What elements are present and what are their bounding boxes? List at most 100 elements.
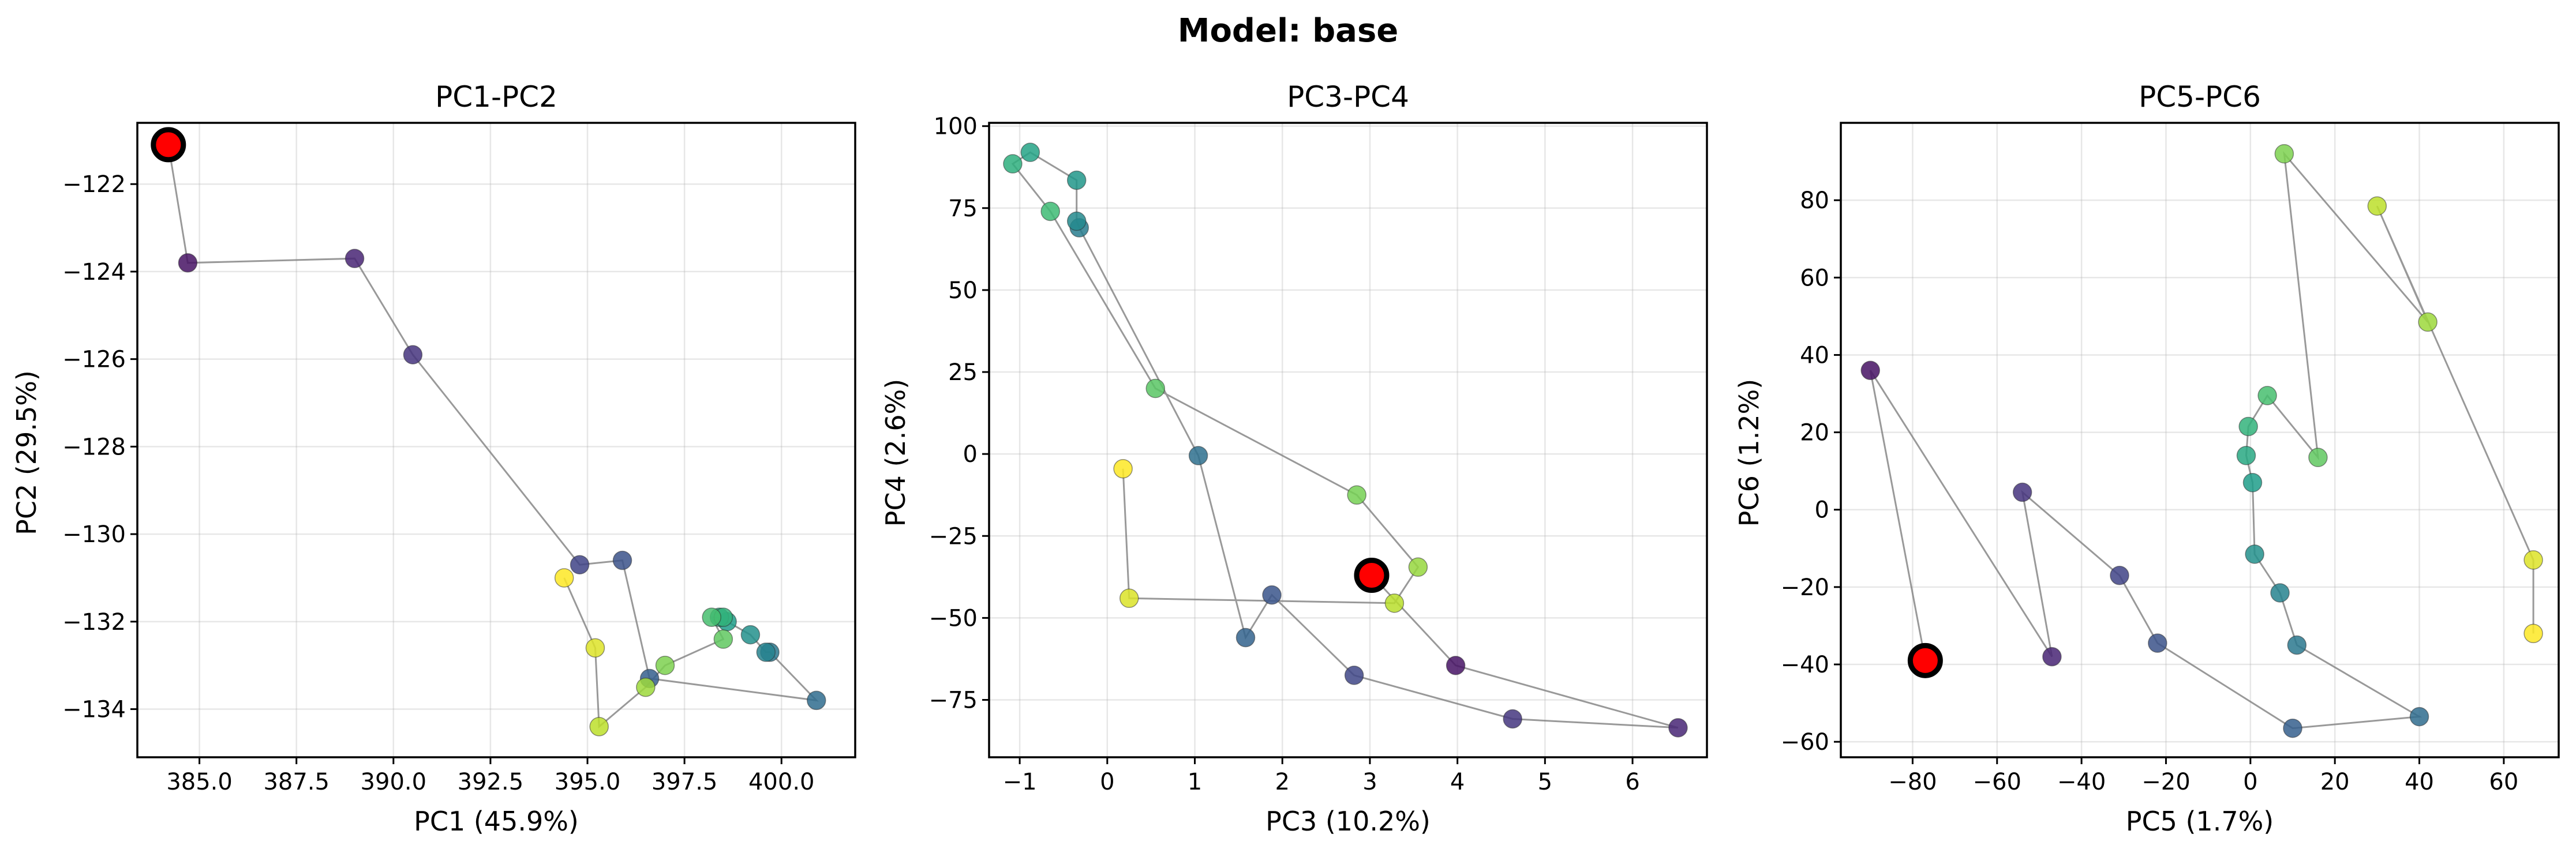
- data-point: [1119, 588, 1139, 608]
- x-tick-label: 3: [1362, 769, 1377, 795]
- y-tick-label: −40: [1781, 652, 1829, 678]
- y-tick-label: 80: [1800, 187, 1829, 214]
- y-tick-label: −134: [62, 697, 126, 723]
- data-point: [1503, 709, 1522, 729]
- start-marker: [1907, 642, 1943, 678]
- x-tick-label: 392.5: [458, 769, 524, 795]
- plot-area: [989, 123, 1707, 757]
- x-axis-label: PC5 (1.7%): [2126, 806, 2274, 837]
- x-tick-label: 6: [1625, 769, 1639, 795]
- data-point: [2148, 633, 2167, 653]
- data-point: [1384, 593, 1405, 613]
- data-point: [1344, 666, 1364, 685]
- data-point: [2523, 550, 2543, 570]
- data-point: [2042, 647, 2062, 667]
- data-point: [2270, 583, 2290, 603]
- data-point: [178, 253, 198, 273]
- panel-title: PC3-PC4: [1287, 80, 1409, 114]
- data-point: [2236, 446, 2256, 465]
- y-axis-label: PC4 (2.6%): [880, 379, 911, 527]
- x-tick-label: 387.5: [263, 769, 330, 795]
- y-tick-label: −132: [62, 609, 126, 636]
- data-point: [1668, 718, 1688, 738]
- x-axis-label: PC1 (45.9%): [414, 806, 579, 837]
- panel-pc3-pc4: PC3-PC4 PC3 (10.2%) PC4 (2.6%) −1 0 1 2 3 4 5 6…: [880, 80, 1708, 837]
- x-tick-label: 5: [1538, 769, 1552, 795]
- x-tick-label: −1: [1003, 769, 1037, 795]
- data-point: [2274, 144, 2294, 164]
- x-tick-label: 0: [2243, 769, 2257, 795]
- data-point: [2257, 386, 2277, 405]
- data-point: [2418, 312, 2438, 332]
- data-point: [1860, 360, 1880, 381]
- data-point: [1145, 378, 1165, 399]
- x-tick-label: 385.0: [166, 769, 233, 795]
- data-point: [2367, 196, 2387, 216]
- y-tick-label: −20: [1781, 574, 1829, 601]
- data-point: [1235, 627, 1256, 648]
- panel-pc5-pc6: PC5-PC6 PC5 (1.7%) PC6 (1.2%) −80 −60 −40 −…: [1733, 80, 2560, 837]
- axes-frame: [1840, 122, 2560, 758]
- data-point: [2238, 416, 2258, 437]
- data-point: [589, 717, 609, 736]
- data-point: [2287, 635, 2307, 655]
- data-point: [2245, 544, 2264, 564]
- y-tick-label: 0: [1815, 497, 1829, 524]
- y-tick-label: −25: [929, 523, 978, 550]
- data-point: [2523, 623, 2543, 644]
- data-point: [1446, 656, 1466, 675]
- data-point: [2110, 566, 2129, 585]
- x-tick-label: 390.0: [361, 769, 427, 795]
- data-point: [345, 249, 365, 268]
- y-tick-label: −130: [62, 521, 126, 548]
- data-point: [1113, 459, 1133, 479]
- data-point: [1040, 201, 1060, 221]
- axes-frame: [988, 122, 1708, 758]
- x-tick-label: −20: [2141, 769, 2190, 795]
- data-point: [1188, 446, 1208, 465]
- start-marker: [151, 127, 186, 163]
- data-point: [570, 555, 590, 574]
- panel-pc1-pc2: PC1-PC2 PC1 (45.9%) PC2 (29.5%) 385.0 387…: [11, 80, 856, 837]
- y-tick-label: 40: [1800, 342, 1829, 369]
- y-tick-label: 60: [1800, 265, 1829, 291]
- y-axis-label: PC6 (1.2%): [1733, 379, 1765, 527]
- trajectory-line: [1011, 151, 1679, 729]
- y-tick-label: 0: [963, 441, 978, 468]
- data-point: [713, 629, 733, 649]
- data-point: [1408, 557, 1428, 577]
- y-tick-label: 20: [1800, 420, 1829, 446]
- y-tick-label: 75: [948, 196, 978, 222]
- data-point: [1347, 485, 1366, 505]
- data-point: [403, 345, 423, 365]
- y-tick-label: −50: [929, 605, 978, 632]
- y-tick-label: −126: [62, 347, 126, 373]
- panel-title: PC1-PC2: [435, 80, 557, 114]
- data-point: [702, 607, 721, 627]
- data-point: [2308, 448, 2328, 467]
- data-point: [2409, 707, 2429, 727]
- data-point: [740, 625, 761, 645]
- data-point: [2012, 482, 2032, 502]
- start-marker: [1354, 557, 1390, 593]
- data-point: [655, 655, 675, 675]
- y-tick-label: −124: [62, 259, 126, 285]
- y-tick-label: −128: [62, 434, 126, 460]
- data-point: [2283, 718, 2302, 738]
- x-tick-label: −40: [2057, 769, 2106, 795]
- data-point: [1003, 154, 1023, 174]
- data-point: [1066, 211, 1087, 231]
- panel-title: PC5-PC6: [2139, 80, 2261, 114]
- x-tick-label: −80: [1888, 769, 1937, 795]
- x-tick-label: −60: [1973, 769, 2021, 795]
- x-tick-label: 0: [1100, 769, 1114, 795]
- y-tick-label: 50: [948, 277, 978, 304]
- data-point: [2242, 473, 2263, 493]
- data-point: [612, 550, 632, 570]
- data-point: [554, 568, 574, 588]
- y-tick-label: 100: [934, 114, 978, 140]
- data-point: [585, 638, 605, 658]
- plot-area: [137, 123, 855, 757]
- y-tick-label: −122: [62, 171, 126, 198]
